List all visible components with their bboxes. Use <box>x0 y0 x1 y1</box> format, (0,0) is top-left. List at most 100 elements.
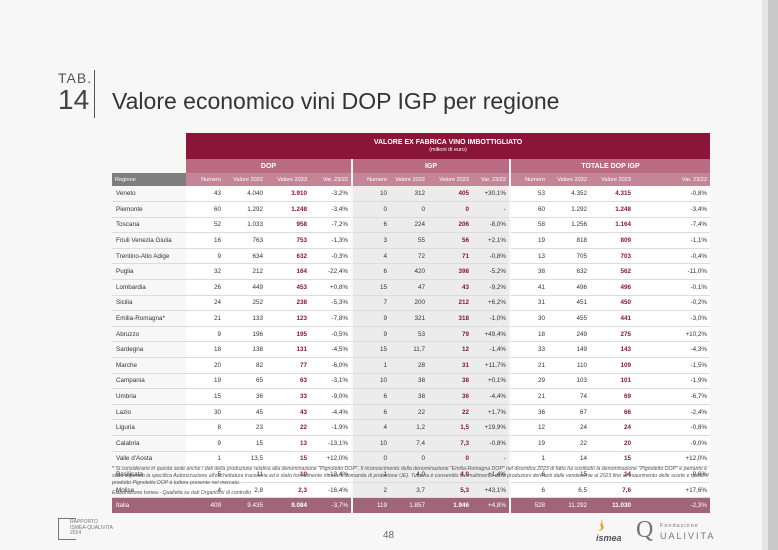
value-cell: 22 <box>390 404 428 420</box>
value-cell: 7 <box>352 295 390 311</box>
value-cell: 29 <box>510 373 548 389</box>
value-cell: 1.248 <box>266 202 310 218</box>
value-cell: 7,3 <box>428 436 472 452</box>
value-cell: 43 <box>186 186 224 202</box>
value-cell: 149 <box>548 342 590 358</box>
value-cell: -5,3% <box>310 295 352 311</box>
qualivita-name: UALIVITA <box>660 531 715 541</box>
value-cell: +19,9% <box>472 420 510 436</box>
value-cell: 252 <box>224 295 266 311</box>
value-cell: -0,8% <box>472 248 510 264</box>
value-cell: +12,0% <box>310 451 352 467</box>
table-row: Campania196563-3,1%103838+0,1%29103101-1… <box>112 373 710 389</box>
column-header: Valore 2022 <box>224 173 266 186</box>
value-cell: 321 <box>390 311 428 327</box>
value-cell: 21 <box>510 358 548 374</box>
value-cell: 449 <box>224 280 266 296</box>
column-header: Var. 23/22 <box>310 173 352 186</box>
value-cell: 1.164 <box>590 217 634 233</box>
value-cell: -3,4% <box>310 202 352 218</box>
value-cell: 420 <box>390 264 428 280</box>
value-cell: 809 <box>590 233 634 249</box>
value-cell: -4,4% <box>310 404 352 420</box>
value-cell: 9 <box>352 326 390 342</box>
table-row: Sicilia24252238-5,3%7200212+6,2%31451450… <box>112 295 710 311</box>
value-cell: 1.256 <box>548 217 590 233</box>
value-cell: 65 <box>224 373 266 389</box>
value-cell: -1,0% <box>472 311 510 327</box>
value-cell: +10,2% <box>634 326 710 342</box>
value-cell: -0,1% <box>634 280 710 296</box>
value-cell: 398 <box>428 264 472 280</box>
value-cell: 38 <box>390 389 428 405</box>
region-cell: Lazio <box>112 404 186 420</box>
table-row: Emilia-Romagna*21133123-7,8%9321318-1,0%… <box>112 311 710 327</box>
value-cell: 3.910 <box>266 186 310 202</box>
value-cell: -9,2% <box>472 280 510 296</box>
column-header: Numero <box>352 173 390 186</box>
value-cell: 11.030 <box>590 498 634 514</box>
ismea-logo-text: ismea <box>596 533 622 543</box>
table-row: Trentino-Alto Adige9634632-0,3%47271-0,8… <box>112 248 710 264</box>
value-cell: 496 <box>590 280 634 296</box>
value-cell: 20 <box>186 358 224 374</box>
column-header-region: Regione <box>112 173 186 186</box>
region-cell: Piemonte <box>112 202 186 218</box>
value-cell: 36 <box>510 404 548 420</box>
value-cell: 634 <box>224 248 266 264</box>
value-cell: -11,0% <box>634 264 710 280</box>
value-cell: 4.040 <box>224 186 266 202</box>
page-title: Valore economico vini DOP IGP per region… <box>112 88 559 115</box>
value-cell: 74 <box>548 389 590 405</box>
value-cell: 143 <box>590 342 634 358</box>
value-cell: -4,4% <box>472 389 510 405</box>
value-cell: -1,4% <box>472 342 510 358</box>
value-cell: 22 <box>266 420 310 436</box>
value-cell: 200 <box>390 295 428 311</box>
value-cell: 36 <box>224 389 266 405</box>
region-cell: Abruzzo <box>112 326 186 342</box>
region-cell: Emilia-Romagna* <box>112 311 186 327</box>
value-cell: 60 <box>510 202 548 218</box>
value-cell: 753 <box>266 233 310 249</box>
value-cell: 1 <box>352 358 390 374</box>
value-cell: -6,7% <box>634 389 710 405</box>
value-cell: 18 <box>510 326 548 342</box>
value-cell: -3,0% <box>634 311 710 327</box>
value-cell: -1,1% <box>634 233 710 249</box>
value-cell: 72 <box>390 248 428 264</box>
value-cell: 206 <box>428 217 472 233</box>
table-row: Lombardia26449453+0,8%154743-9,2%4149649… <box>112 280 710 296</box>
value-cell: 52 <box>186 217 224 233</box>
value-cell: 453 <box>266 280 310 296</box>
value-cell: 6 <box>352 264 390 280</box>
value-cell: 24 <box>548 420 590 436</box>
region-cell: Friuli Venezia Giulia <box>112 233 186 249</box>
value-cell: 15 <box>352 280 390 296</box>
value-cell: -0,5% <box>310 326 352 342</box>
table-main-header: VALORE EX FABRICA VINO IMBOTTIGLIATO (mi… <box>186 133 710 159</box>
qualivita-fondazione: Fondazione <box>660 523 699 529</box>
ismea-logo-icon <box>594 518 608 532</box>
value-cell: 32 <box>186 264 224 280</box>
value-cell: 249 <box>548 326 590 342</box>
title-divider <box>94 70 95 118</box>
value-cell: 38 <box>390 373 428 389</box>
value-cell: 21 <box>186 311 224 327</box>
value-cell: -2,3% <box>634 498 710 514</box>
value-cell: 24 <box>590 420 634 436</box>
table-row: Friuli Venezia Giulia16763753-1,3%35556+… <box>112 233 710 249</box>
value-cell: -9,0% <box>310 389 352 405</box>
value-cell: 9 <box>352 311 390 327</box>
value-cell: 15 <box>590 451 634 467</box>
value-cell: 1 <box>186 451 224 467</box>
value-cell: 7,4 <box>390 436 428 452</box>
value-cell: 1,5 <box>428 420 472 436</box>
value-cell: 212 <box>428 295 472 311</box>
footnote: * Si considerano in questa sede anche i … <box>112 466 710 487</box>
value-cell: 13,5 <box>224 451 266 467</box>
value-cell: +49,4% <box>472 326 510 342</box>
region-cell: Lombardia <box>112 280 186 296</box>
qualivita-logo-q: Q <box>636 517 653 544</box>
value-cell: 1.292 <box>548 202 590 218</box>
